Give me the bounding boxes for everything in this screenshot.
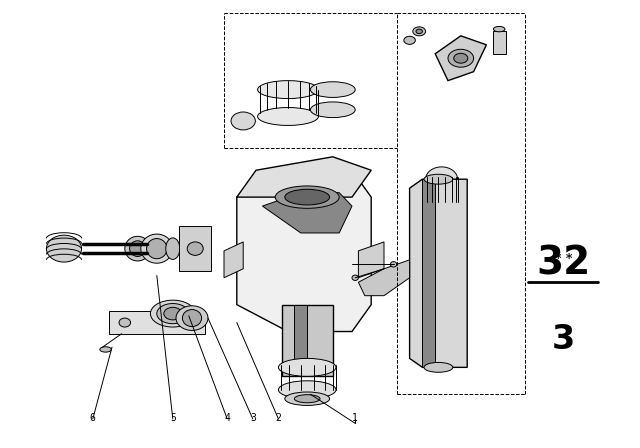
Polygon shape xyxy=(422,179,435,367)
Text: 6: 6 xyxy=(90,414,96,423)
Polygon shape xyxy=(109,311,205,334)
Ellipse shape xyxy=(454,53,468,63)
Text: 3: 3 xyxy=(552,323,575,356)
Ellipse shape xyxy=(285,392,330,405)
Ellipse shape xyxy=(424,174,453,184)
Text: 32: 32 xyxy=(536,244,590,282)
Polygon shape xyxy=(262,193,352,233)
Text: 1: 1 xyxy=(352,414,358,423)
Ellipse shape xyxy=(424,362,453,372)
Ellipse shape xyxy=(258,108,319,125)
Ellipse shape xyxy=(176,306,208,331)
Ellipse shape xyxy=(231,112,255,130)
Bar xyxy=(493,31,506,54)
Ellipse shape xyxy=(166,238,180,259)
Ellipse shape xyxy=(431,274,445,282)
Ellipse shape xyxy=(119,318,131,327)
Ellipse shape xyxy=(294,395,320,403)
Text: * *: * * xyxy=(554,253,572,267)
Text: 5: 5 xyxy=(170,414,176,423)
Ellipse shape xyxy=(416,29,422,34)
Ellipse shape xyxy=(285,189,330,205)
Circle shape xyxy=(432,287,445,296)
Ellipse shape xyxy=(278,381,336,399)
Polygon shape xyxy=(435,36,486,81)
Ellipse shape xyxy=(164,307,182,320)
Ellipse shape xyxy=(310,102,355,117)
Ellipse shape xyxy=(129,241,146,256)
Polygon shape xyxy=(294,305,307,376)
Polygon shape xyxy=(179,226,211,271)
Ellipse shape xyxy=(310,82,355,98)
Ellipse shape xyxy=(187,242,204,255)
Polygon shape xyxy=(224,242,243,278)
Ellipse shape xyxy=(125,237,150,261)
Ellipse shape xyxy=(413,27,426,36)
Ellipse shape xyxy=(448,49,474,67)
Ellipse shape xyxy=(278,358,336,376)
Polygon shape xyxy=(410,179,467,367)
Polygon shape xyxy=(358,260,410,296)
Ellipse shape xyxy=(275,186,339,208)
Polygon shape xyxy=(237,170,371,332)
Polygon shape xyxy=(237,157,371,197)
Ellipse shape xyxy=(183,318,195,327)
Ellipse shape xyxy=(390,262,397,267)
Ellipse shape xyxy=(147,238,167,259)
Ellipse shape xyxy=(182,310,202,327)
Ellipse shape xyxy=(150,300,195,327)
Ellipse shape xyxy=(100,347,111,352)
Ellipse shape xyxy=(404,36,415,44)
Ellipse shape xyxy=(426,167,458,192)
Text: 2: 2 xyxy=(275,414,282,423)
Ellipse shape xyxy=(141,234,173,263)
Ellipse shape xyxy=(493,26,505,32)
Text: 3: 3 xyxy=(250,414,256,423)
Polygon shape xyxy=(282,305,333,376)
Ellipse shape xyxy=(441,248,449,263)
Ellipse shape xyxy=(352,275,358,280)
Ellipse shape xyxy=(157,304,189,323)
Ellipse shape xyxy=(46,235,82,262)
Text: 4: 4 xyxy=(224,414,230,423)
Ellipse shape xyxy=(258,81,319,99)
Ellipse shape xyxy=(426,190,458,214)
Polygon shape xyxy=(358,242,384,278)
